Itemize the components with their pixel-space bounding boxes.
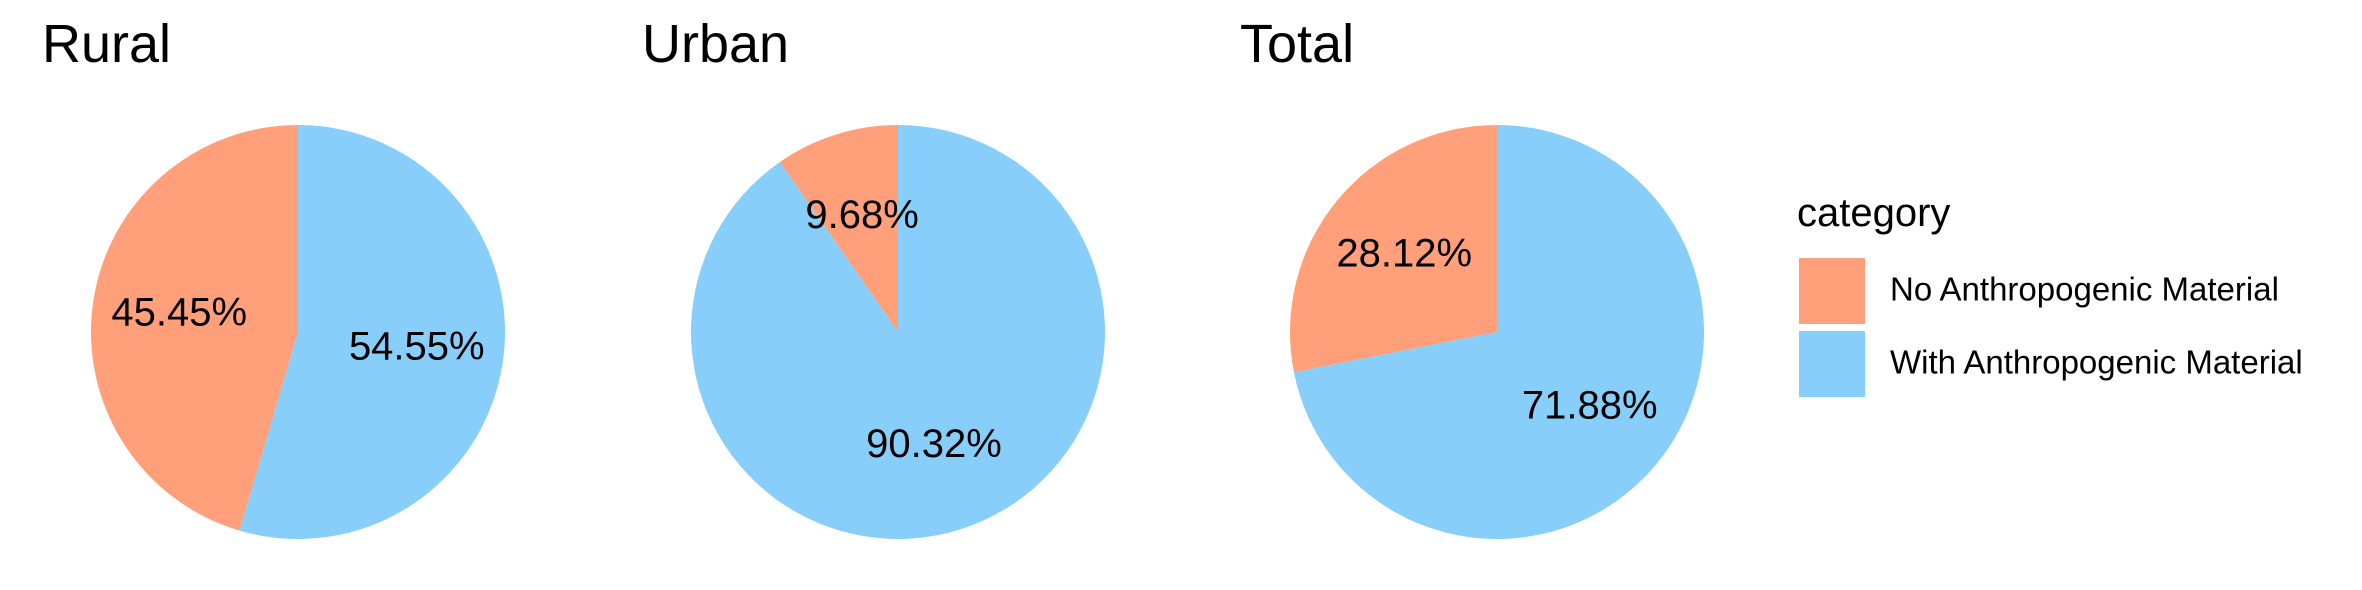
slice-label-total-with-anthropogenic: 71.88% <box>1522 384 1658 428</box>
panel-title-total: Total <box>1240 14 1354 74</box>
slice-label-rural-no-anthropogenic: 45.45% <box>111 290 247 334</box>
slice-total-with-anthropogenic <box>1293 125 1704 539</box>
slice-label-urban-no-anthropogenic: 9.68% <box>805 193 918 237</box>
legend-title: category <box>1797 191 1950 235</box>
panel-title-urban: Urban <box>642 14 789 74</box>
slice-urban-with-anthropogenic <box>690 125 1106 539</box>
pie-panel-urban: Urban 9.68% 90.32% <box>642 14 1106 539</box>
pie-panel-rural: Rural 45.45% 54.55% <box>42 14 505 539</box>
slice-total-no-anthropogenic <box>1290 124 1497 373</box>
legend: category No Anthropogenic Material With … <box>1797 191 2303 397</box>
slice-label-rural-with-anthropogenic: 54.55% <box>349 325 485 369</box>
legend-swatch-with-anthropogenic <box>1799 331 1865 397</box>
panel-title-rural: Rural <box>42 14 171 74</box>
slice-label-total-no-anthropogenic: 28.12% <box>1336 231 1472 275</box>
pie-panel-total: Total 28.12% 71.88% <box>1240 14 1704 539</box>
slice-rural-no-anthropogenic <box>90 125 299 531</box>
slice-urban-no-anthropogenic <box>779 125 898 332</box>
legend-label-with-anthropogenic: With Anthropogenic Material <box>1890 344 2303 381</box>
slice-rural-with-anthropogenic <box>239 125 505 539</box>
slice-label-urban-with-anthropogenic: 90.32% <box>866 422 1002 466</box>
legend-label-no-anthropogenic: No Anthropogenic Material <box>1890 271 2279 308</box>
legend-swatch-no-anthropogenic <box>1799 258 1865 324</box>
